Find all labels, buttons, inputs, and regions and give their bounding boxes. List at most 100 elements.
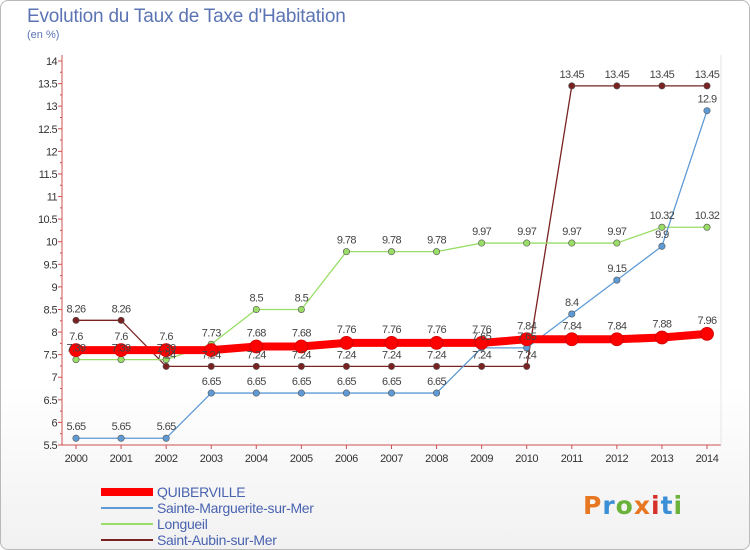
- legend-label: Saint-Aubin-sur-Mer: [157, 532, 277, 548]
- data-point: [297, 362, 305, 370]
- data-point: [162, 362, 170, 370]
- data-label: 7.68: [292, 328, 311, 340]
- data-label: 7.76: [337, 324, 356, 336]
- data-point: [655, 330, 669, 345]
- logo-letter: x: [633, 491, 651, 520]
- data-point: [252, 305, 260, 313]
- data-label: 6.65: [382, 376, 401, 388]
- data-point: [72, 356, 80, 364]
- legend-label: Sainte-Marguerite-sur-Mer: [157, 500, 314, 516]
- data-label: 5.65: [66, 421, 85, 433]
- data-point: [613, 276, 621, 284]
- data-label: 6.65: [427, 376, 446, 388]
- logo-letter: t: [660, 491, 674, 520]
- data-point: [564, 332, 579, 347]
- legend-item: QUIBERVILLE: [101, 484, 421, 500]
- data-label: 7.24: [202, 349, 221, 361]
- data-label: 7.39: [112, 343, 131, 355]
- x-tick-label: 2014: [696, 453, 719, 465]
- chart-subtitle: (en %): [27, 29, 60, 41]
- y-tick-label: 8.5: [44, 304, 58, 316]
- data-label: 7.6: [114, 331, 128, 343]
- data-label: 7.39: [157, 343, 176, 355]
- data-point: [72, 316, 80, 324]
- y-tick-label: 9: [51, 282, 57, 294]
- x-tick-label: 2003: [200, 453, 223, 465]
- logo-letter: i: [651, 491, 661, 520]
- data-label: 6.65: [292, 376, 311, 388]
- y-tick-label: 8: [51, 327, 57, 339]
- x-tick-label: 2000: [65, 453, 88, 465]
- legend-swatch: [101, 488, 153, 496]
- chart-title: Evolution du Taux de Taxe d'Habitation: [27, 6, 346, 27]
- data-point: [204, 343, 219, 358]
- legend-item: Sainte-Marguerite-sur-Mer: [101, 500, 421, 516]
- data-point: [523, 239, 531, 247]
- logo-letter: o: [615, 491, 634, 520]
- data-label: 7.73: [202, 327, 221, 339]
- data-label: 7.24: [427, 349, 446, 361]
- y-tick-label: 12: [46, 146, 58, 158]
- logo-letter: r: [602, 491, 616, 520]
- data-point: [658, 82, 666, 90]
- data-label: 6.65: [202, 376, 221, 388]
- data-point: [429, 336, 444, 350]
- legend-swatch: [101, 539, 153, 541]
- x-tick-label: 2007: [380, 453, 403, 465]
- data-point: [568, 239, 576, 247]
- legend-item: Saint-Aubin-sur-Mer: [101, 532, 421, 548]
- data-point: [342, 389, 350, 397]
- data-label: 8.5: [295, 292, 309, 304]
- data-point: [433, 248, 441, 256]
- data-label: 7.24: [157, 349, 176, 361]
- data-point: [568, 310, 576, 318]
- data-label: 7.6: [159, 331, 173, 343]
- data-point: [613, 82, 621, 90]
- data-point: [114, 343, 128, 358]
- data-point: [159, 343, 174, 358]
- data-label: 13.45: [695, 69, 720, 81]
- data-label: 6.65: [337, 376, 356, 388]
- data-label: 7.24: [247, 349, 266, 361]
- data-label: 7.6: [69, 331, 83, 343]
- y-tick-label: 7: [51, 372, 57, 384]
- data-label: 7.84: [562, 320, 581, 332]
- proxiti-logo: Proxiti: [583, 491, 683, 520]
- data-point: [387, 248, 395, 256]
- data-point: [703, 107, 711, 115]
- data-point: [703, 223, 711, 231]
- data-label: 7.84: [517, 320, 536, 332]
- data-point: [700, 326, 714, 341]
- data-point: [297, 389, 305, 397]
- y-tick-label: 11: [47, 192, 58, 204]
- data-label: 7.65: [517, 331, 536, 343]
- legend-swatch: [101, 507, 153, 509]
- data-point: [117, 434, 125, 442]
- data-point: [433, 389, 441, 397]
- x-tick-label: 2009: [470, 453, 493, 465]
- data-label: 9.78: [382, 235, 401, 247]
- data-label: 8.26: [66, 303, 85, 315]
- data-point: [613, 239, 621, 247]
- data-point: [339, 336, 354, 350]
- legend-label: Longueil: [157, 516, 208, 532]
- data-label: 7.68: [247, 328, 266, 340]
- data-point: [387, 362, 395, 370]
- data-label: 10.32: [650, 210, 675, 222]
- x-tick-label: 2013: [650, 453, 673, 465]
- x-tick-label: 2004: [245, 453, 268, 465]
- data-point: [69, 343, 83, 358]
- data-point: [252, 389, 260, 397]
- data-point: [519, 332, 534, 347]
- data-label: 12.9: [697, 94, 716, 106]
- data-point: [568, 82, 576, 90]
- legend-swatch: [101, 523, 153, 525]
- data-label: 9.97: [517, 226, 536, 238]
- y-tick-label: 5.5: [44, 440, 58, 452]
- x-tick-label: 2001: [110, 453, 133, 465]
- data-point: [117, 356, 125, 364]
- data-label: 7.88: [652, 318, 671, 330]
- data-label: 7.24: [382, 349, 401, 361]
- x-tick-label: 2006: [335, 453, 358, 465]
- data-label: 7.24: [517, 349, 536, 361]
